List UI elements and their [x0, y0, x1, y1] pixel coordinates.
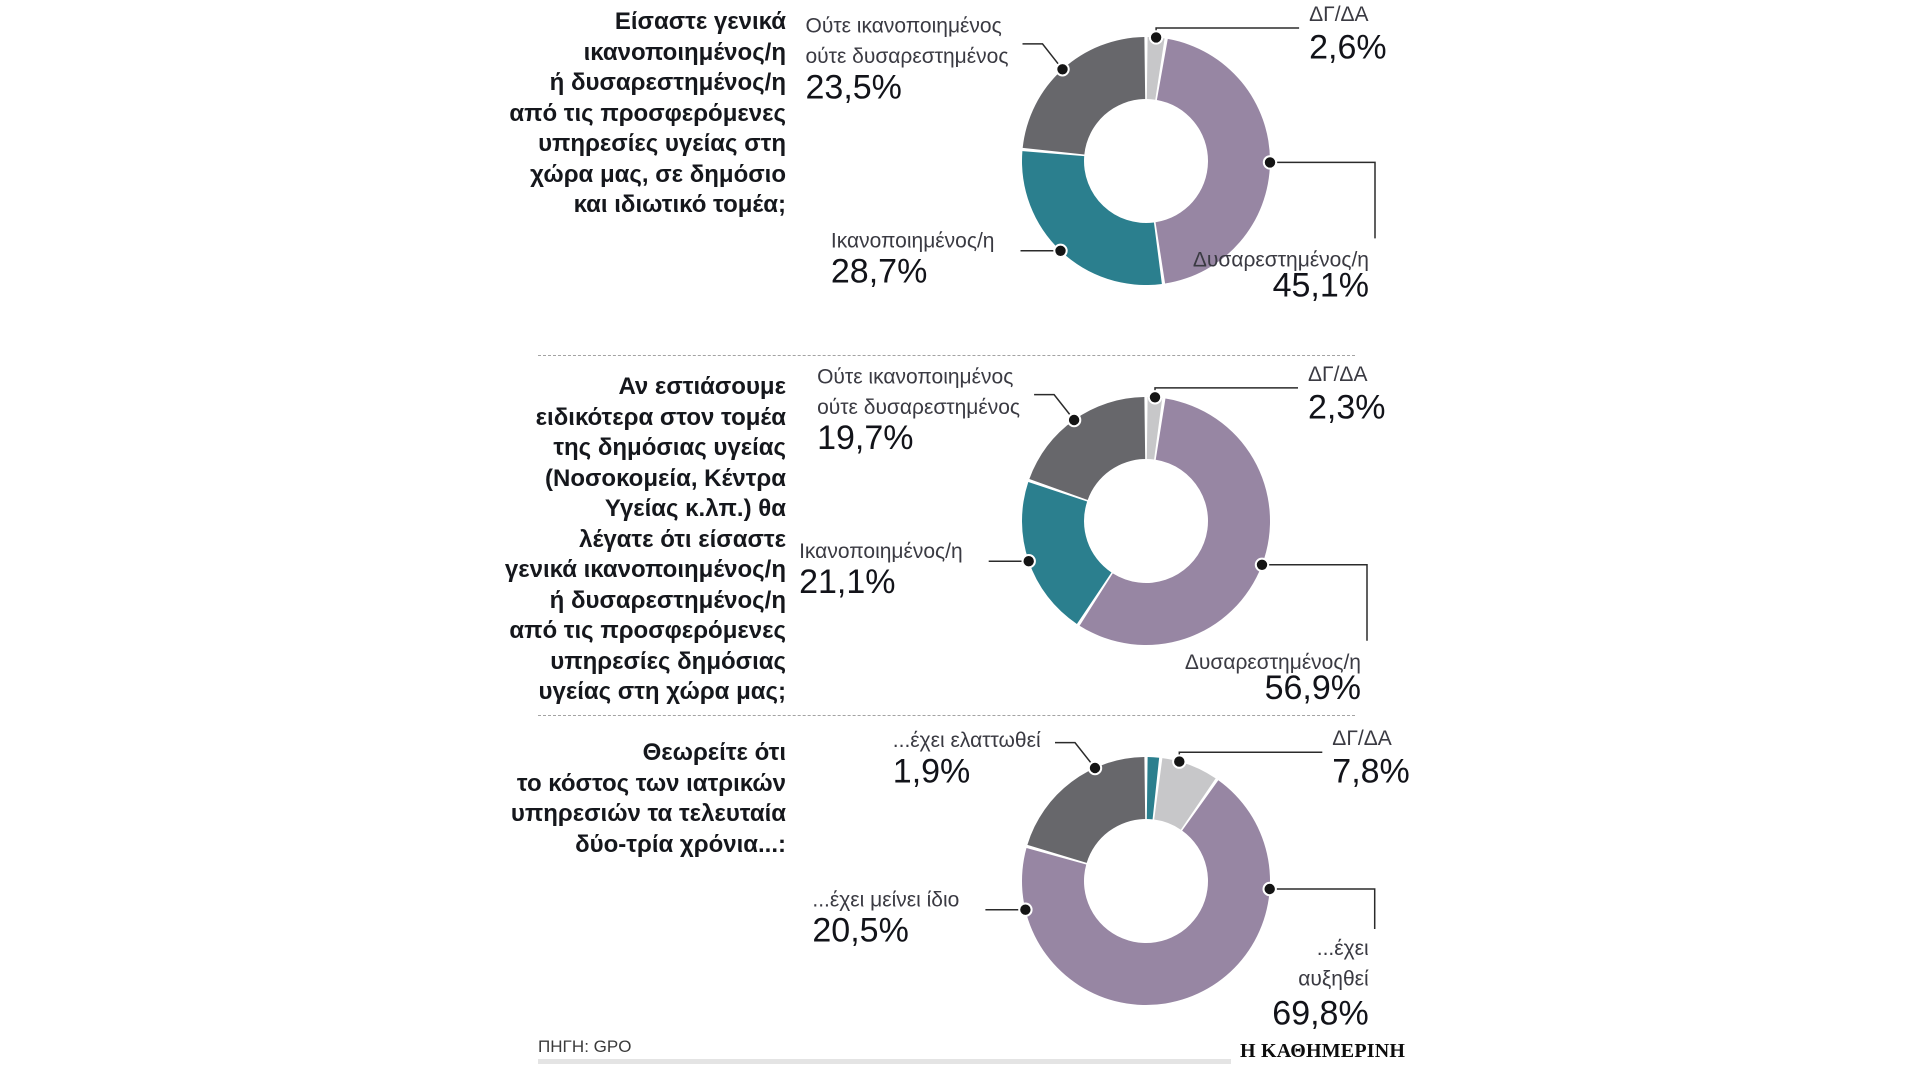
svg-text:ΔΓ/ΔΑ: ΔΓ/ΔΑ: [1332, 727, 1391, 750]
svg-text:ΔΓ/ΔΑ: ΔΓ/ΔΑ: [1309, 3, 1368, 26]
svg-text:...έχει ελαττωθεί: ...έχει ελαττωθεί: [893, 729, 1041, 752]
svg-text:1,9%: 1,9%: [893, 752, 971, 790]
svg-text:...έχει: ...έχει: [1317, 937, 1369, 960]
svg-text:21,1%: 21,1%: [799, 563, 895, 601]
svg-text:Ούτε ικανοποιημένος: Ούτε ικανοποιημένος: [817, 365, 1013, 388]
svg-text:αυξηθεί: αυξηθεί: [1298, 968, 1369, 991]
svg-text:ούτε δυσαρεστημένος: ούτε δυσαρεστημένος: [817, 396, 1020, 419]
svg-text:69,8%: 69,8%: [1272, 995, 1368, 1033]
svg-text:ούτε δυσαρεστημένος: ούτε δυσαρεστημένος: [806, 45, 1009, 68]
svg-text:28,7%: 28,7%: [831, 253, 927, 291]
svg-text:Ικανοποιημένος/η: Ικανοποιημένος/η: [799, 540, 963, 563]
svg-text:ΔΓ/ΔΑ: ΔΓ/ΔΑ: [1308, 363, 1367, 386]
svg-text:...έχει μείνει ίδιο: ...έχει μείνει ίδιο: [812, 888, 959, 911]
svg-text:45,1%: 45,1%: [1273, 266, 1369, 304]
svg-text:20,5%: 20,5%: [812, 912, 908, 950]
svg-text:2,6%: 2,6%: [1309, 29, 1387, 67]
svg-text:56,9%: 56,9%: [1265, 669, 1361, 707]
svg-text:7,8%: 7,8%: [1332, 753, 1410, 791]
svg-text:23,5%: 23,5%: [806, 68, 902, 106]
svg-text:19,7%: 19,7%: [817, 419, 913, 457]
svg-text:Ούτε ικανοποιημένος: Ούτε ικανοποιημένος: [806, 15, 1002, 38]
svg-text:2,3%: 2,3%: [1308, 388, 1386, 426]
svg-text:Ικανοποιημένος/η: Ικανοποιημένος/η: [831, 229, 995, 252]
